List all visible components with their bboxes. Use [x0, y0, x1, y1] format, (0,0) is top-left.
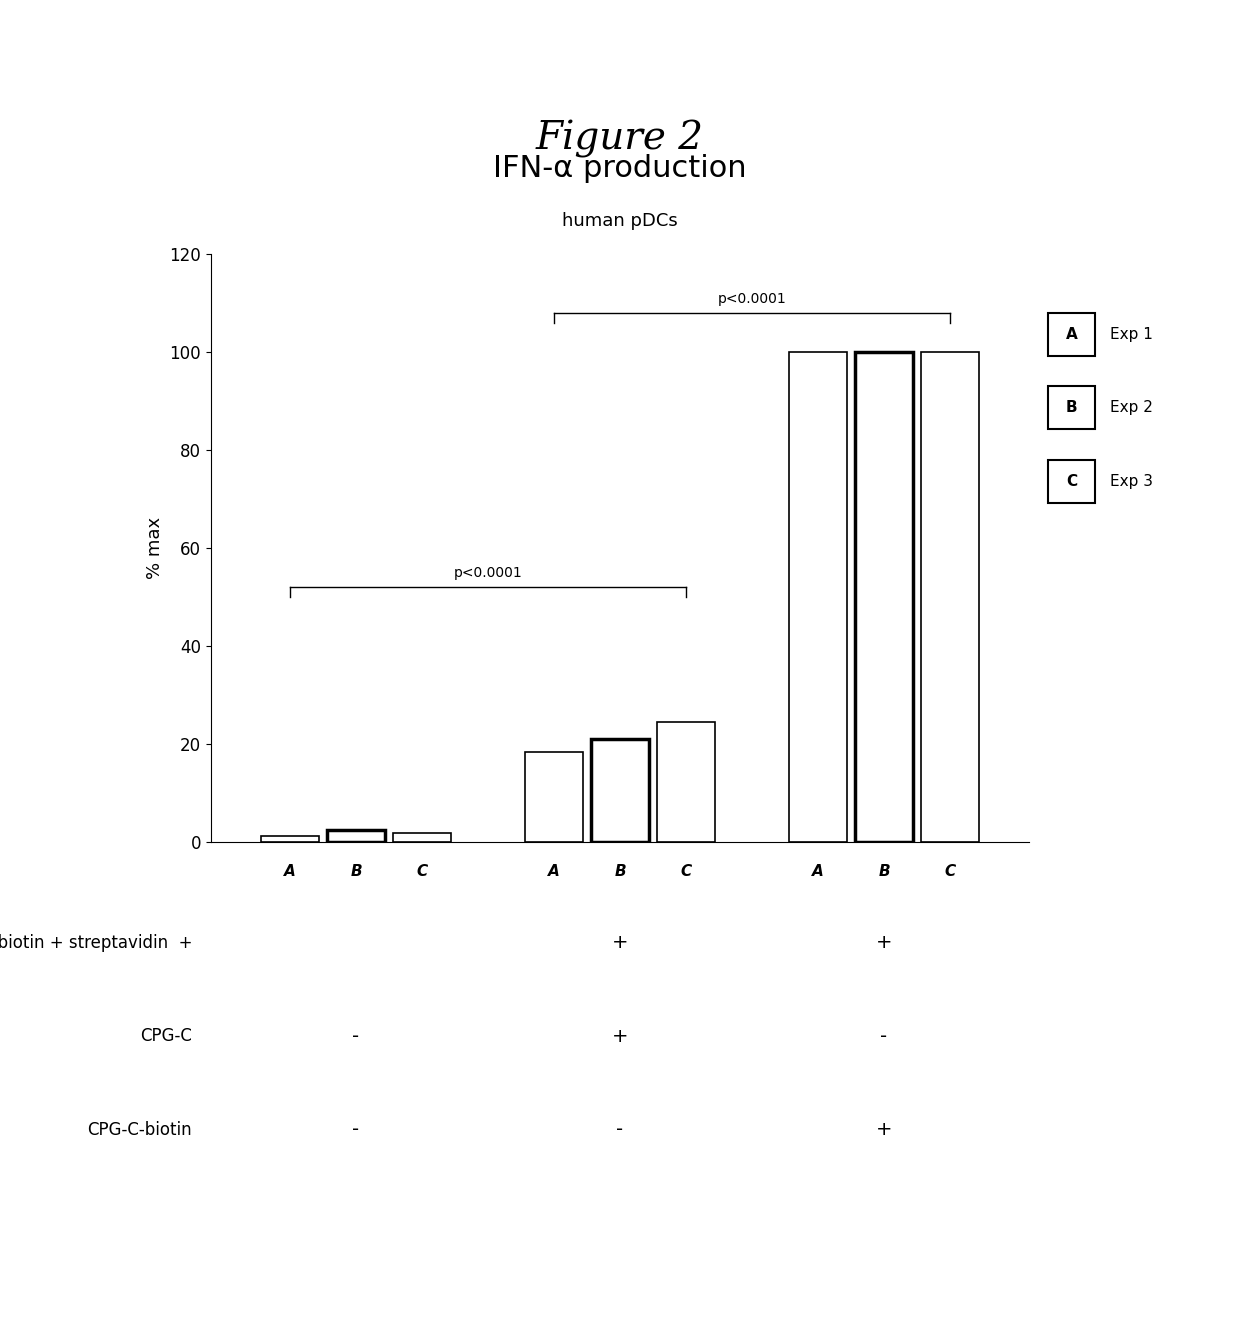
- Bar: [260, 837, 319, 842]
- Text: +: +: [611, 1027, 629, 1046]
- Bar: [657, 722, 715, 842]
- Text: CPG-C: CPG-C: [140, 1027, 192, 1046]
- Text: +: +: [875, 933, 893, 952]
- Text: Exp 3: Exp 3: [1110, 473, 1153, 489]
- Text: Exp 1: Exp 1: [1110, 326, 1153, 342]
- Text: -: -: [352, 1027, 360, 1046]
- Text: -: -: [880, 1027, 888, 1046]
- Text: B: B: [1065, 400, 1078, 416]
- Bar: [591, 739, 649, 842]
- Text: C: C: [681, 865, 692, 880]
- Text: A: A: [1065, 326, 1078, 342]
- Text: CPG-C-biotin: CPG-C-biotin: [88, 1120, 192, 1139]
- Text: A: A: [812, 865, 823, 880]
- Text: C: C: [1066, 473, 1076, 489]
- Bar: [327, 830, 386, 842]
- Text: -: -: [616, 1120, 624, 1139]
- Text: Exp 2: Exp 2: [1110, 400, 1153, 416]
- Text: +: +: [875, 1120, 893, 1139]
- Text: B: B: [614, 865, 626, 880]
- Text: human pDCs: human pDCs: [562, 213, 678, 230]
- Text: C: C: [945, 865, 956, 880]
- Text: A: A: [548, 865, 560, 880]
- Y-axis label: % max: % max: [146, 517, 164, 579]
- Text: B: B: [878, 865, 890, 880]
- Text: p<0.0001: p<0.0001: [718, 291, 786, 306]
- Bar: [393, 833, 451, 842]
- Bar: [525, 751, 583, 842]
- Bar: [921, 352, 980, 842]
- Text: IFN-α production: IFN-α production: [494, 155, 746, 183]
- Text: C: C: [417, 865, 428, 880]
- Text: aCD32-biotin + streptavidin  +: aCD32-biotin + streptavidin +: [0, 933, 192, 952]
- Bar: [789, 352, 847, 842]
- Bar: [854, 352, 913, 842]
- Text: +: +: [611, 933, 629, 952]
- Text: A: A: [284, 865, 296, 880]
- Text: Figure 2: Figure 2: [536, 120, 704, 158]
- Text: p<0.0001: p<0.0001: [454, 566, 522, 580]
- Text: B: B: [350, 865, 362, 880]
- Text: -: -: [352, 1120, 360, 1139]
